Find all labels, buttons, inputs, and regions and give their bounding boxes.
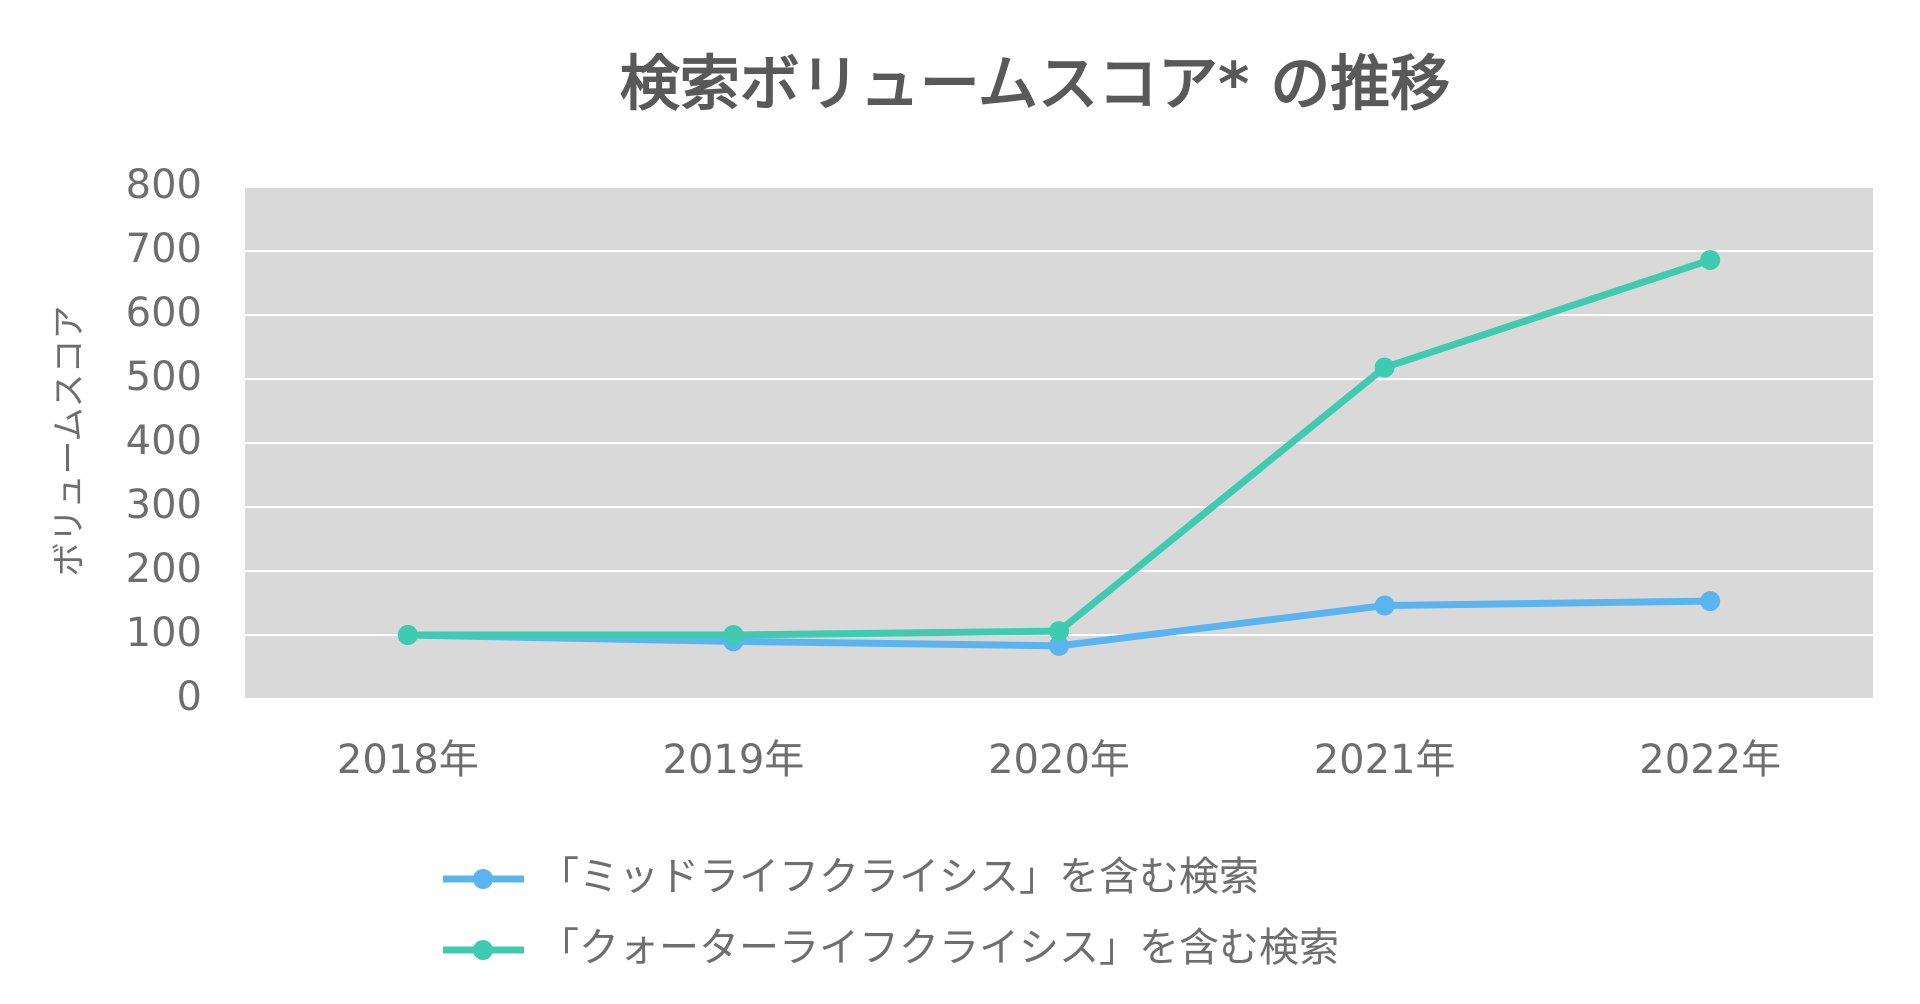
data-point [723, 625, 744, 645]
x-tick-label: 2019年 [663, 737, 805, 783]
legend-marker [473, 940, 493, 960]
chart-title: 検索ボリュームスコア* の推移 [620, 50, 1450, 120]
y-tick-label: 200 [126, 546, 202, 592]
x-tick-label: 2018年 [337, 737, 479, 783]
legend-label: 「クォーターライフクライシス」を含む検索 [539, 925, 1339, 971]
x-tick-label: 2021年 [1314, 737, 1456, 783]
y-tick-label: 600 [126, 290, 202, 336]
legend-marker [473, 869, 493, 889]
data-point [1374, 357, 1395, 378]
y-tick-label: 400 [126, 418, 202, 464]
legend-label: 「ミッドライフクライシス」を含む検索 [539, 854, 1259, 900]
data-point [1700, 591, 1721, 612]
data-point [1049, 635, 1069, 656]
data-point [1374, 595, 1395, 616]
y-tick-label: 100 [126, 610, 202, 656]
y-tick-label: 800 [126, 162, 202, 208]
y-tick-label: 700 [126, 226, 202, 272]
y-tick-label: 500 [126, 354, 202, 400]
data-point [397, 625, 418, 645]
x-tick-label: 2022年 [1639, 737, 1781, 783]
y-axis-label: ボリュームスコア [50, 306, 90, 577]
data-point [1049, 621, 1069, 642]
x-tick-label: 2020年 [988, 737, 1130, 783]
y-tick-label: 300 [126, 482, 202, 528]
y-tick-label: 0 [177, 674, 202, 720]
data-point [1700, 249, 1721, 270]
